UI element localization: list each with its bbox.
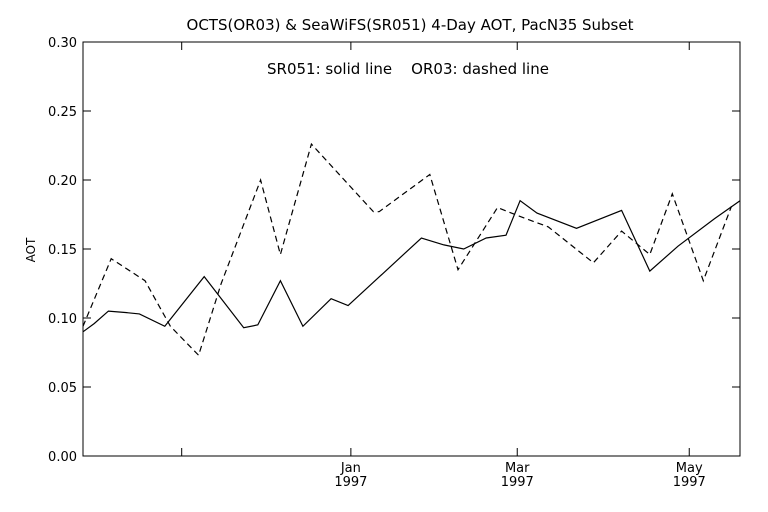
x-tick-label: May <box>676 461 703 476</box>
chart-title: OCTS(OR03) & SeaWiFS(SR051) 4-Day AOT, P… <box>187 16 634 34</box>
x-tick-label: Mar <box>505 461 530 476</box>
series-sr051-line <box>82 199 741 333</box>
y-tick-label: 0.05 <box>48 381 77 396</box>
plot-frame <box>82 41 741 457</box>
x-tick-sublabel: 1997 <box>334 475 367 490</box>
chart-annotation: SR051: solid line OR03: dashed line <box>267 60 549 78</box>
y-tick-label: 0.15 <box>48 243 77 258</box>
x-tick-label: Jan <box>340 461 361 476</box>
y-tick-label: 0.30 <box>48 36 77 51</box>
y-tick-label: 0.20 <box>48 174 77 189</box>
x-tick-sublabel: 1997 <box>501 475 534 490</box>
y-axis-label: AOT <box>24 237 38 262</box>
y-tick-label: 0.25 <box>48 105 77 120</box>
y-tick-label: 0.10 <box>48 312 77 327</box>
y-tick-label: 0.00 <box>48 450 77 465</box>
series-or03-line <box>82 142 733 357</box>
x-tick-sublabel: 1997 <box>673 475 706 490</box>
y-axis: 0.00 0.05 0.10 0.15 0.20 0.25 0.30 <box>48 36 740 465</box>
series-layer <box>82 142 741 357</box>
